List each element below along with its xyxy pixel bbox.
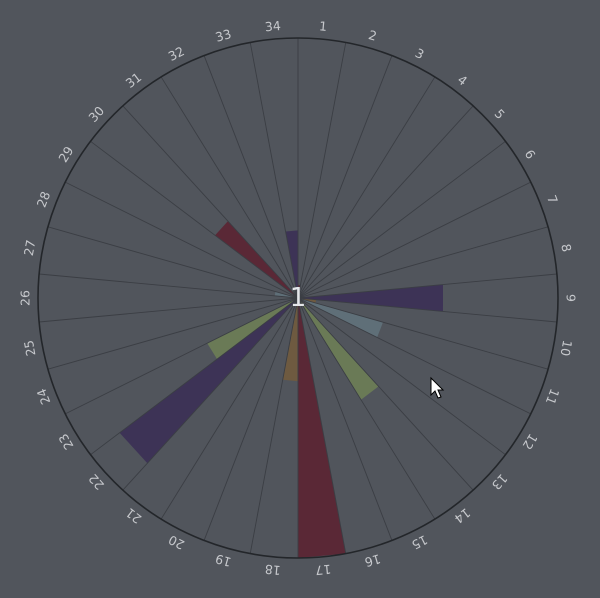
spoke-line — [297, 273, 557, 299]
spoke-line — [65, 297, 299, 415]
sector-label: 1 — [319, 18, 328, 34]
spoke-line — [90, 297, 299, 456]
mouse-pointer-icon — [430, 376, 445, 399]
spoke-line — [297, 297, 393, 541]
spoke-line — [249, 42, 299, 299]
sector-label: 32 — [166, 43, 187, 64]
sector-label: 12 — [520, 431, 541, 452]
sector-label: 8 — [558, 243, 574, 254]
sector-label: 29 — [55, 144, 76, 165]
spoke-line — [297, 42, 347, 299]
spoke-line — [297, 297, 557, 323]
bar-sector-11 — [298, 298, 384, 338]
sector-label: 7 — [544, 193, 561, 206]
spoke-line — [297, 226, 549, 299]
bar-sector-22 — [119, 298, 298, 464]
spoke-line — [297, 297, 474, 491]
sector-label: 25 — [21, 339, 39, 357]
spoke-line — [297, 297, 549, 370]
sector-label: 3 — [413, 45, 427, 62]
sector-label: 4 — [455, 72, 470, 89]
sector-label: 27 — [21, 239, 39, 257]
sector-label: 15 — [409, 532, 430, 553]
spoke-line — [297, 181, 531, 299]
sector-label: 11 — [543, 386, 563, 406]
sector-label: 23 — [55, 431, 76, 452]
spoke-line — [203, 297, 299, 541]
spoke-line — [297, 297, 531, 415]
sector-label: 5 — [492, 106, 508, 122]
chart-rim — [37, 37, 559, 559]
sector-label: 10 — [558, 339, 576, 357]
sector-label: 6 — [522, 147, 539, 162]
bars-layer — [119, 221, 443, 558]
sector-label: 34 — [264, 18, 281, 34]
sector-label: 26 — [18, 290, 33, 306]
spoke-line — [297, 297, 347, 554]
sector-label: 14 — [452, 505, 474, 527]
sector-label: 18 — [264, 562, 281, 578]
bar-sector-14 — [298, 298, 379, 400]
sector-label: 22 — [85, 471, 107, 493]
bar-sector-9 — [298, 284, 443, 312]
spoke-line — [297, 105, 474, 299]
sector-label: 19 — [214, 551, 233, 570]
center-label: 1 — [290, 283, 307, 313]
spoke-line — [39, 273, 299, 299]
spoke-line — [249, 297, 299, 554]
sector-label: 13 — [489, 471, 511, 493]
spoke-line — [203, 55, 299, 299]
sector-label: 30 — [85, 103, 107, 125]
spoke-line — [297, 55, 393, 299]
spoke-line — [297, 297, 436, 520]
spoke-line — [160, 76, 299, 299]
spoke-line — [297, 140, 506, 299]
sector-label: 24 — [34, 386, 54, 406]
spoke-line — [122, 297, 299, 491]
spoke-line — [39, 297, 299, 323]
spoke-line — [160, 297, 299, 520]
sector-label: 21 — [123, 505, 145, 527]
sector-label: 9 — [564, 294, 579, 302]
spoke-line — [297, 297, 506, 456]
sector-label: 20 — [166, 532, 187, 553]
sector-label: 33 — [214, 26, 233, 45]
spoke-line — [122, 105, 299, 299]
spokes-layer — [39, 38, 557, 558]
sector-label: 2 — [367, 27, 379, 44]
spoke-line — [90, 140, 299, 299]
spoke-line — [47, 297, 299, 370]
bar-sector-30 — [215, 221, 298, 298]
spoke-line — [65, 181, 299, 299]
spoke-line — [47, 226, 299, 299]
sector-label: 17 — [315, 562, 332, 578]
spoke-line — [297, 76, 436, 299]
sector-label: 28 — [34, 189, 54, 209]
sector-label: 16 — [363, 551, 382, 570]
bar-sector-23 — [207, 298, 298, 360]
sector-label: 31 — [123, 69, 145, 91]
